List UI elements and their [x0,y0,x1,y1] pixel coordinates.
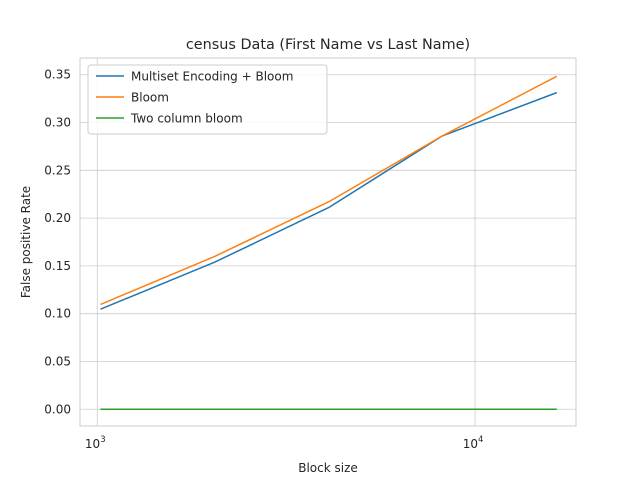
x-tick-label: 103 [85,435,106,451]
series-line-multiset-encoding-bloom [100,91,558,310]
x-axis-label: Block size [298,461,358,475]
chart-title: census Data (First Name vs Last Name) [186,37,470,53]
y-axis-label: False positive Rate [19,186,33,298]
y-tick-label: 0.10 [44,307,71,321]
legend-box [87,64,328,135]
series-line-bloom [100,75,558,306]
y-tick-label: 0.35 [44,68,71,82]
x-tick-label: 104 [463,435,484,451]
series-layer [100,75,558,411]
y-tick-label: 0.05 [44,354,71,368]
y-tick-label: 0.20 [44,211,71,225]
y-tick-label: 0.30 [44,116,71,130]
y-tick-label: 0.00 [44,402,71,416]
legend: Multiset Encoding + Bloom Bloom Two column… [87,64,328,135]
legend-label: Bloom [131,91,169,105]
x-tick-labels: 103 104 [85,435,483,451]
plot-frame [79,57,577,427]
y-tick-label: 0.15 [44,259,71,273]
legend-label: Two column bloom [130,112,243,126]
legend-label: Multiset Encoding + Bloom [131,70,293,84]
y-tick-label: 0.25 [44,163,71,177]
y-tick-labels: 0.00 0.05 0.10 0.15 0.20 0.25 0.30 0.35 [44,68,71,417]
